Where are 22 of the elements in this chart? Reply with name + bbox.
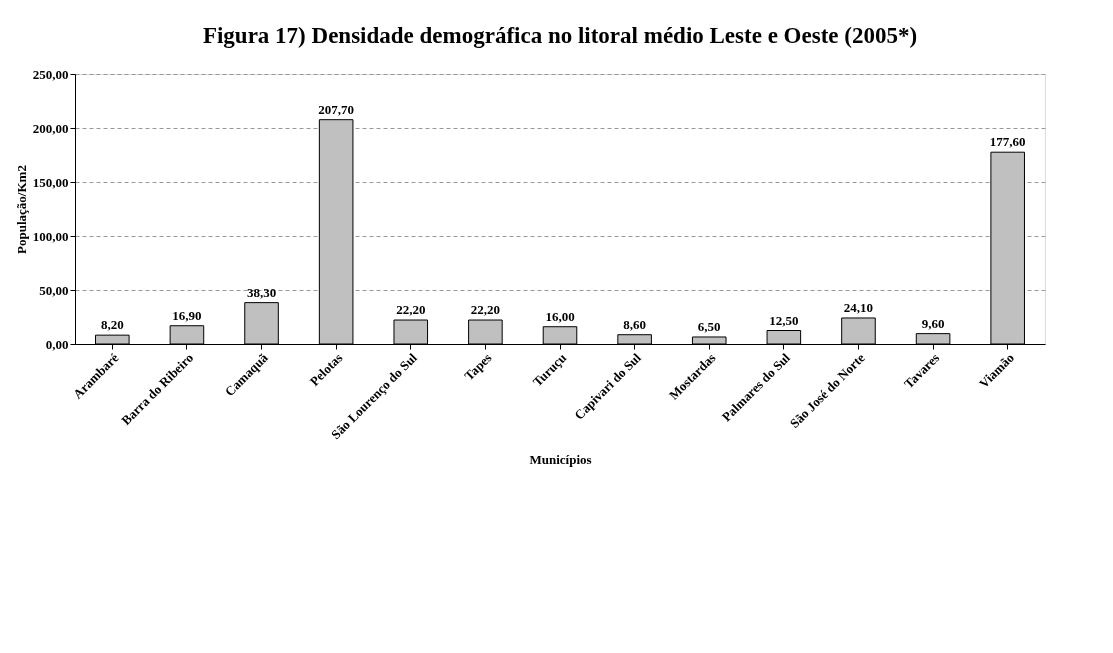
- data-label: 16,90: [172, 307, 202, 323]
- data-label: 12,50: [769, 312, 799, 328]
- data-label: 177,60: [989, 134, 1026, 150]
- data-label: 8,20: [100, 317, 124, 333]
- y-tick-label: 100,00: [32, 228, 69, 244]
- y-tick-label: 50,00: [39, 282, 69, 298]
- chart-title: Figura 17) Densidade demográfica no litoral médio Leste e Oeste (2005*): [202, 23, 918, 48]
- y-tick-label: 0,00: [45, 336, 69, 352]
- data-label: 22,20: [470, 302, 501, 318]
- y-tick-label: 200,00: [32, 120, 69, 136]
- data-label: 9,60: [921, 315, 945, 331]
- data-label: 24,10: [843, 299, 874, 315]
- data-label: 22,20: [396, 302, 426, 318]
- y-axis-title: População/Km2: [13, 165, 29, 254]
- data-label: 6,50: [697, 318, 721, 334]
- y-tick-label: 250,00: [32, 66, 69, 82]
- x-axis-title: Municípios: [529, 452, 592, 467]
- y-tick-label: 150,00: [32, 174, 69, 190]
- data-label: 16,00: [545, 308, 575, 324]
- data-label: 8,60: [623, 316, 646, 332]
- data-label: 207,70: [318, 101, 355, 117]
- data-label: 38,30: [246, 284, 277, 300]
